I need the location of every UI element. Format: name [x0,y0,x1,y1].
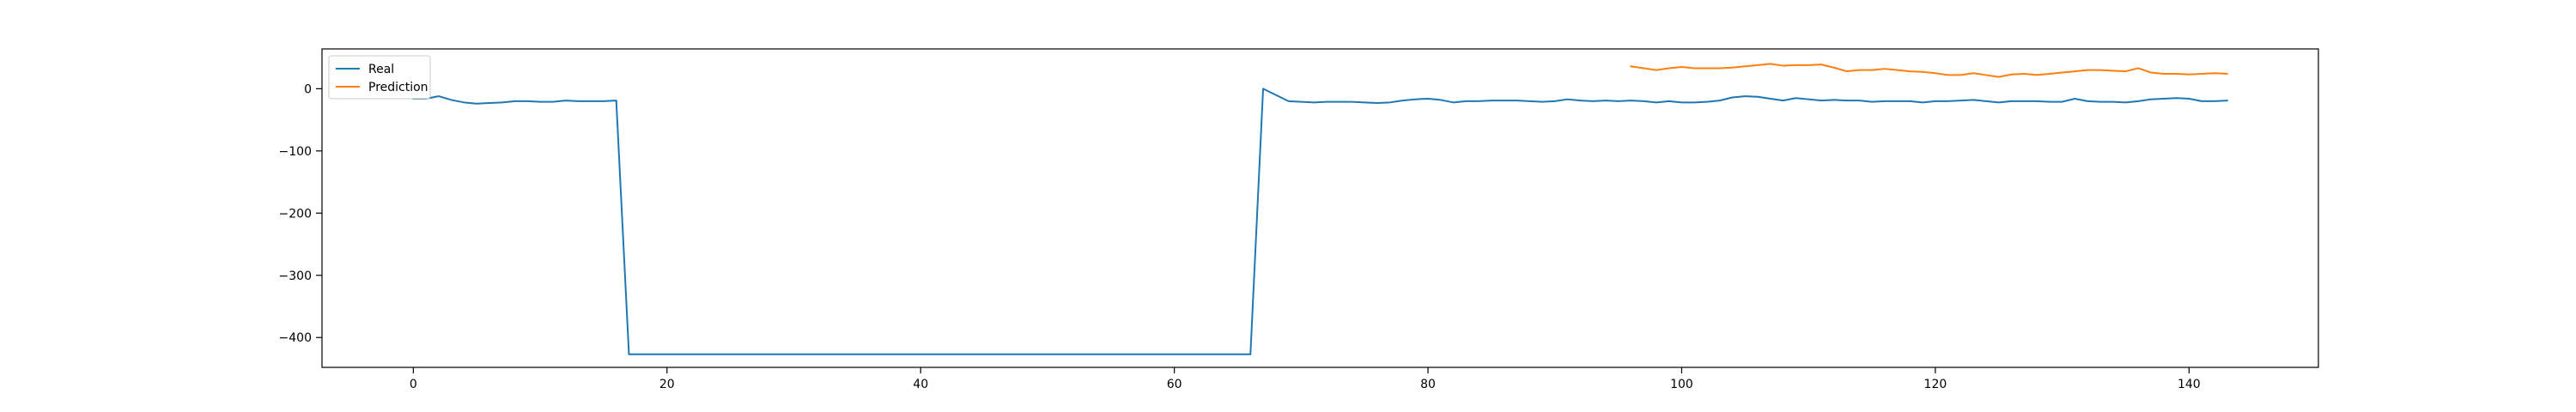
axes-frame [321,48,2319,368]
x-tick-label: 0 [410,378,417,391]
series-layer [412,63,2228,355]
x-tick-label: 100 [1670,378,1693,391]
y-tick-label: −300 [279,270,312,283]
x-tick-label: 120 [1924,378,1947,391]
series-line-prediction [1630,63,2228,78]
legend-box [328,55,431,100]
y-tick-label: 0 [304,82,312,96]
x-tick-label: 40 [913,378,928,391]
legend-label-prediction: Prediction [368,81,428,94]
plot-area: 0 20 40 60 80 100 120 140 0 −100 −200 −300 −400 [279,48,2319,391]
x-tick-label: 80 [1420,378,1436,391]
x-tick-label: 140 [2178,378,2201,391]
y-tick-label: −200 [279,207,312,221]
y-tick-label: −400 [279,331,312,345]
legend-label-real: Real [368,63,394,76]
series-line-real [412,88,2228,355]
x-tick-label: 60 [1167,378,1182,391]
y-axis: 0 −100 −200 −300 −400 [279,82,322,345]
x-axis: 0 20 40 60 80 100 120 140 [410,367,2201,391]
x-tick-label: 20 [659,378,675,391]
legend: Real Prediction [328,55,431,100]
y-tick-label: −100 [279,145,312,159]
